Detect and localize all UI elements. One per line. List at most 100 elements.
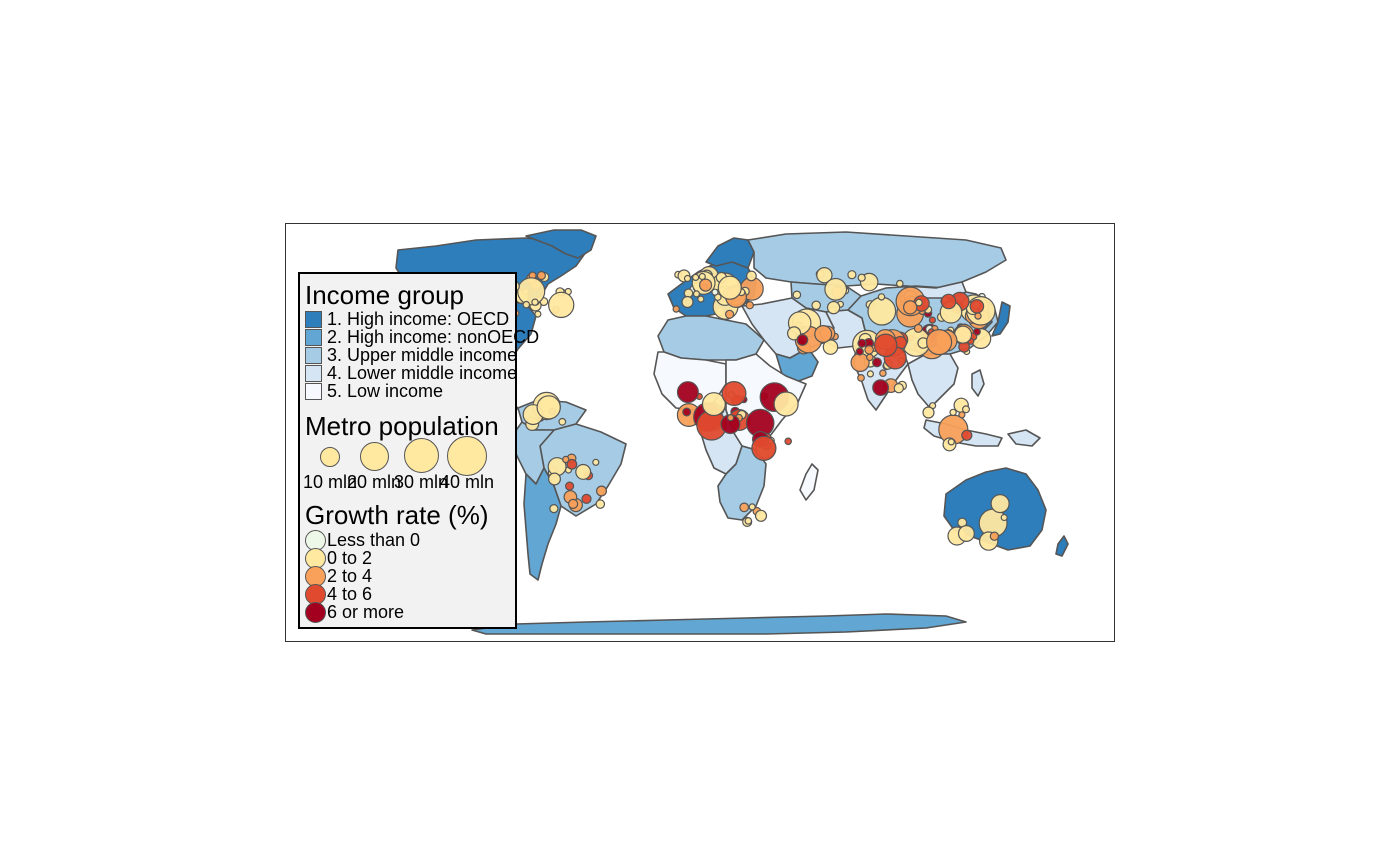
- city-bubble: [754, 509, 768, 522]
- city-bubble: [672, 305, 680, 313]
- population-legend-title: Metro population: [305, 411, 499, 441]
- country-papua-new-guinea: [1007, 429, 1041, 447]
- population-circle-20: [360, 442, 389, 471]
- city-bubble: [592, 458, 600, 466]
- city-bubble: [866, 370, 875, 378]
- country-southern-africa: [717, 445, 767, 521]
- income-swatch-5: [305, 383, 322, 400]
- city-bubble: [683, 274, 692, 283]
- city-bubble: [873, 333, 898, 358]
- city-bubble: [940, 293, 957, 310]
- city-bubble: [879, 369, 887, 378]
- country-japan: [991, 301, 1011, 337]
- city-bubble: [548, 291, 575, 319]
- city-bubble: [581, 493, 592, 504]
- city-bubble: [536, 395, 561, 420]
- income-legend-label: 2. High income: nonOECD: [327, 327, 540, 347]
- city-bubble: [826, 300, 841, 315]
- city-bubble: [748, 503, 756, 511]
- city-bubble: [682, 407, 692, 417]
- city-bubble: [864, 345, 874, 355]
- country-greenland: [525, 229, 597, 259]
- map-legend: Income group 1. High income: OECD 2. Hig…: [298, 272, 539, 629]
- city-bubble: [847, 270, 857, 280]
- country-madagascar: [799, 463, 819, 501]
- city-bubble: [816, 267, 833, 284]
- city-bubble: [681, 295, 694, 309]
- city-bubble: [562, 455, 570, 464]
- city-bubble: [697, 295, 705, 303]
- growth-legend-label: 4 to 6: [327, 584, 373, 604]
- city-bubble: [915, 298, 923, 307]
- city-bubble: [857, 338, 867, 348]
- income-swatch-3: [305, 347, 322, 364]
- growth-legend-label: 0 to 2: [327, 548, 373, 568]
- population-label: 20 mln: [346, 472, 402, 492]
- growth-legend-label: Less than 0: [327, 530, 421, 550]
- city-bubble: [865, 353, 874, 362]
- city-bubble: [565, 481, 575, 491]
- country-argentina-chile: [523, 467, 562, 581]
- city-bubble: [727, 414, 735, 422]
- population-circle-40: [447, 436, 487, 476]
- city-bubble: [717, 275, 742, 300]
- city-bubble: [895, 279, 904, 288]
- country-antarctica: [471, 613, 967, 635]
- population-label: 40 mln: [439, 472, 495, 492]
- city-bubble: [676, 381, 699, 404]
- city-bubble: [814, 324, 833, 343]
- country-north-africa: [657, 315, 765, 361]
- population-circle-30: [404, 438, 439, 473]
- city-bubble: [949, 408, 957, 417]
- city-bubble: [773, 391, 799, 417]
- city-bubble: [549, 504, 559, 514]
- income-legend-label: 4. Lower middle income: [327, 363, 518, 383]
- city-bubble: [595, 499, 606, 509]
- city-bubble: [531, 298, 539, 306]
- city-bubble: [925, 328, 953, 356]
- city-bubble: [961, 429, 973, 441]
- city-bubble: [947, 438, 955, 446]
- city-bubble: [969, 299, 985, 314]
- growth-legend-label: 6 or more: [327, 602, 405, 622]
- city-bubble: [784, 437, 793, 446]
- city-bubble: [701, 392, 726, 417]
- city-bubble: [857, 273, 866, 282]
- income-swatch-4: [305, 365, 322, 382]
- income-legend-title: Income group: [305, 280, 464, 310]
- city-bubble: [871, 357, 882, 368]
- city-bubble: [692, 290, 701, 298]
- city-bubble: [699, 278, 713, 292]
- population-circle-10: [320, 447, 340, 467]
- income-swatch-2: [305, 329, 322, 346]
- city-bubble: [568, 498, 579, 509]
- city-bubble: [744, 517, 753, 525]
- city-bubble: [989, 531, 1000, 541]
- city-bubble: [548, 472, 562, 486]
- city-bubbles: [471, 265, 1010, 551]
- city-bubble: [922, 406, 935, 419]
- city-bubble: [961, 405, 970, 414]
- city-bubble: [1000, 513, 1008, 522]
- country-philippines: [971, 369, 985, 397]
- city-bubble: [746, 270, 757, 282]
- city-bubble: [536, 270, 546, 281]
- city-bubble: [855, 347, 864, 356]
- city-bubble: [824, 277, 848, 301]
- city-bubble: [566, 458, 578, 470]
- city-bubble: [857, 373, 865, 382]
- city-bubble: [990, 494, 1010, 514]
- city-bubble: [928, 316, 937, 324]
- city-bubble: [575, 463, 592, 480]
- city-bubble: [711, 288, 719, 296]
- population-label: 10 mln: [302, 472, 358, 492]
- city-bubble: [867, 296, 897, 326]
- income-swatch-1: [305, 311, 322, 328]
- income-legend-label: 3. Upper middle income: [327, 345, 518, 365]
- growth-legend-label: 2 to 4: [327, 566, 373, 586]
- city-bubble: [721, 381, 747, 407]
- city-bubble: [877, 293, 886, 301]
- country-southeast-asia: [907, 353, 959, 409]
- city-bubble: [957, 525, 975, 543]
- city-bubble: [872, 379, 889, 397]
